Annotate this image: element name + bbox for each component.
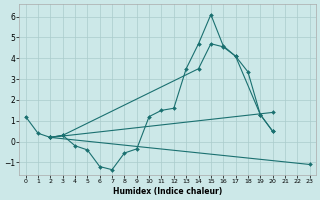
X-axis label: Humidex (Indice chaleur): Humidex (Indice chaleur) (113, 187, 222, 196)
